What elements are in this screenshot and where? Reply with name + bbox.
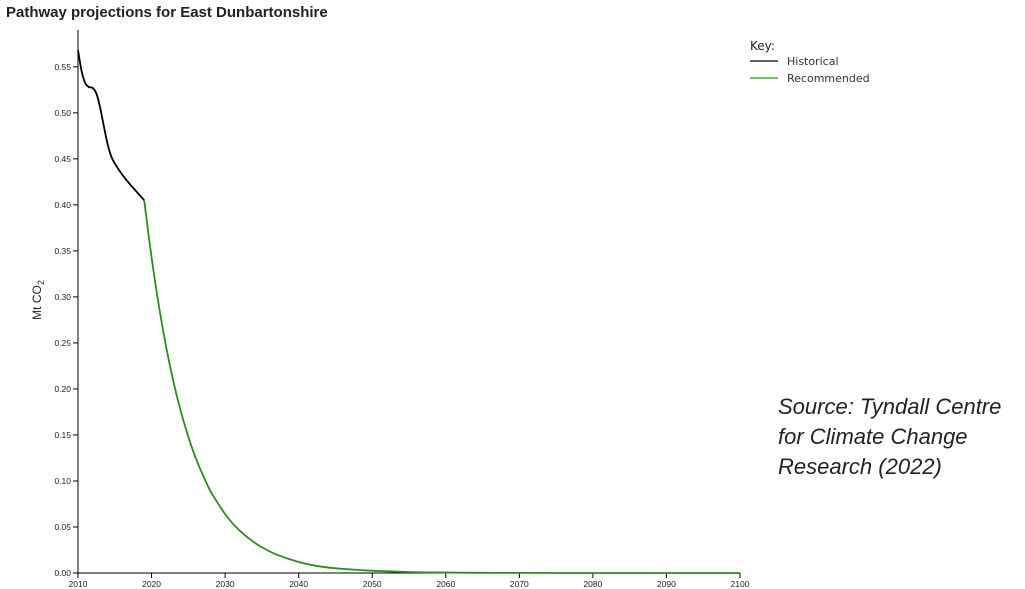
legend-label-recommended: Recommended: [787, 72, 870, 85]
y-axis: 0.00 0.05 0.10 0.15 0.20 0.25 0.30 0.35 0.40 0.45…: [54, 30, 79, 578]
x-tick-label: 2070: [510, 579, 529, 589]
x-tick-label: 2050: [363, 579, 382, 589]
series-line-recommended: [143, 200, 740, 574]
x-tick-label: 2020: [142, 579, 161, 589]
y-tick-label: 0.35: [54, 246, 71, 256]
chart-title: Pathway projections for East Dunbartonsh…: [6, 4, 328, 21]
y-tick-label: 0.50: [54, 108, 71, 118]
y-tick-label: 0.00: [54, 568, 71, 578]
x-axis: 2010 2020 2030 2040 2050 2060 2070 2080 2090 2100: [69, 572, 750, 589]
y-tick-label: 0.10: [54, 476, 71, 486]
y-tick-label: 0.55: [54, 62, 71, 72]
x-tick-label: 2090: [657, 579, 676, 589]
source-note: Source: Tyndall Centre for Climate Chang…: [778, 394, 1002, 479]
series-lines: [77, 50, 740, 574]
x-tick-label: 2030: [216, 579, 235, 589]
series-line-historical: [77, 50, 145, 201]
x-tick-label: 2040: [289, 579, 308, 589]
y-tick-label: 0.05: [54, 522, 71, 532]
y-tick-label: 0.25: [54, 338, 71, 348]
x-tick-label: 2080: [583, 579, 602, 589]
y-tick-label: 0.30: [54, 292, 71, 302]
x-tick-label: 2100: [731, 579, 750, 589]
y-tick-label: 0.45: [54, 154, 71, 164]
x-tick-label: 2010: [69, 579, 88, 589]
y-tick-label: 0.15: [54, 430, 71, 440]
legend-title: Key:: [750, 39, 775, 53]
legend-label-historical: Historical: [787, 55, 839, 68]
y-axis-label: Mt CO2: [30, 280, 46, 320]
legend: Key: Historical Recommended: [750, 39, 870, 85]
y-tick-label: 0.40: [54, 200, 71, 210]
x-tick-label: 2060: [436, 579, 455, 589]
y-tick-label: 0.20: [54, 384, 71, 394]
